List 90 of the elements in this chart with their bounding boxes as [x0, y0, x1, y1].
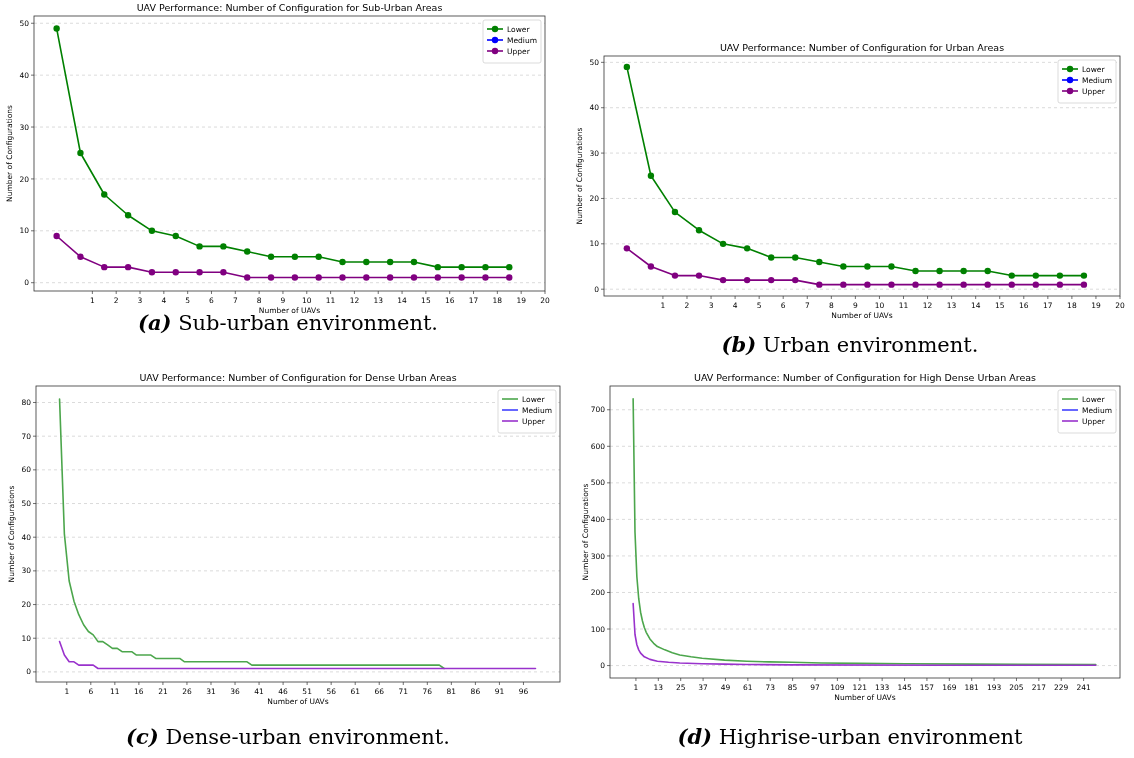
point [816, 281, 823, 288]
point [458, 274, 465, 281]
point [53, 25, 60, 32]
point [124, 212, 132, 219]
chart-title: UAV Performance: Number of Configuration for Urban Areas [719, 42, 1005, 53]
point [743, 276, 751, 284]
point [196, 243, 203, 250]
point [172, 269, 179, 276]
point [960, 267, 967, 275]
point [792, 254, 799, 261]
point [671, 208, 679, 216]
point [53, 232, 60, 240]
point [220, 243, 227, 250]
point [267, 274, 275, 281]
point [363, 274, 370, 281]
point [1008, 272, 1015, 279]
point [1056, 281, 1064, 288]
line-series [58, 398, 445, 670]
chart-title: UAV Performance: Number of Configuration for Dense Urban Areas [139, 372, 457, 383]
point [434, 274, 441, 281]
point [840, 263, 847, 270]
point [695, 272, 703, 279]
point [410, 258, 418, 266]
point [984, 281, 991, 288]
point [671, 272, 679, 279]
point [864, 263, 871, 270]
point [1032, 272, 1039, 279]
point [912, 281, 919, 288]
point [148, 227, 156, 235]
point [196, 269, 203, 276]
point [101, 191, 108, 198]
point [172, 232, 179, 240]
point [77, 253, 84, 260]
point [506, 274, 513, 281]
point [1080, 281, 1088, 288]
point [767, 254, 775, 261]
point [339, 274, 346, 281]
point [623, 245, 631, 252]
point [647, 172, 655, 179]
point [482, 274, 489, 281]
point [148, 269, 156, 276]
point [792, 276, 799, 284]
point [77, 149, 84, 157]
point [840, 281, 847, 288]
chart-title: UAV Performance: Number of Configuration for Sub-Urban Areas [136, 2, 443, 13]
text: (d) Highrise-urban environment [677, 724, 1024, 749]
chart-title: UAV Performance: Number of Configuration for High Dense Urban Areas [693, 372, 1037, 383]
point [363, 258, 370, 266]
text: (c) Dense-urban environment. [126, 724, 450, 749]
point [315, 253, 322, 260]
point [936, 281, 943, 288]
text: (b) Urban environment. [721, 332, 979, 357]
point [1056, 272, 1064, 279]
point [101, 263, 108, 271]
point [315, 274, 322, 281]
point [244, 248, 251, 255]
point [339, 258, 346, 266]
point [719, 240, 727, 248]
point [434, 263, 441, 271]
point [719, 276, 727, 284]
line-series [58, 640, 537, 670]
point [767, 276, 775, 284]
point [124, 263, 132, 271]
point [1032, 281, 1039, 288]
point [623, 63, 631, 71]
point [743, 245, 751, 252]
point [888, 281, 895, 288]
point [506, 263, 513, 271]
point [267, 253, 275, 260]
point [410, 274, 418, 281]
point [695, 227, 703, 234]
point [386, 274, 394, 281]
point [386, 258, 394, 266]
point [888, 263, 895, 270]
point [291, 274, 299, 281]
line-series [632, 602, 1097, 667]
point [482, 263, 489, 271]
point [244, 274, 251, 281]
point [1008, 281, 1015, 288]
point [647, 263, 655, 270]
point [936, 267, 943, 275]
point [960, 281, 967, 288]
point [220, 269, 227, 276]
point [912, 267, 919, 275]
point [291, 253, 299, 260]
point [984, 267, 991, 275]
point [864, 281, 871, 288]
point [816, 258, 823, 266]
point [458, 263, 465, 271]
point [1080, 272, 1088, 279]
